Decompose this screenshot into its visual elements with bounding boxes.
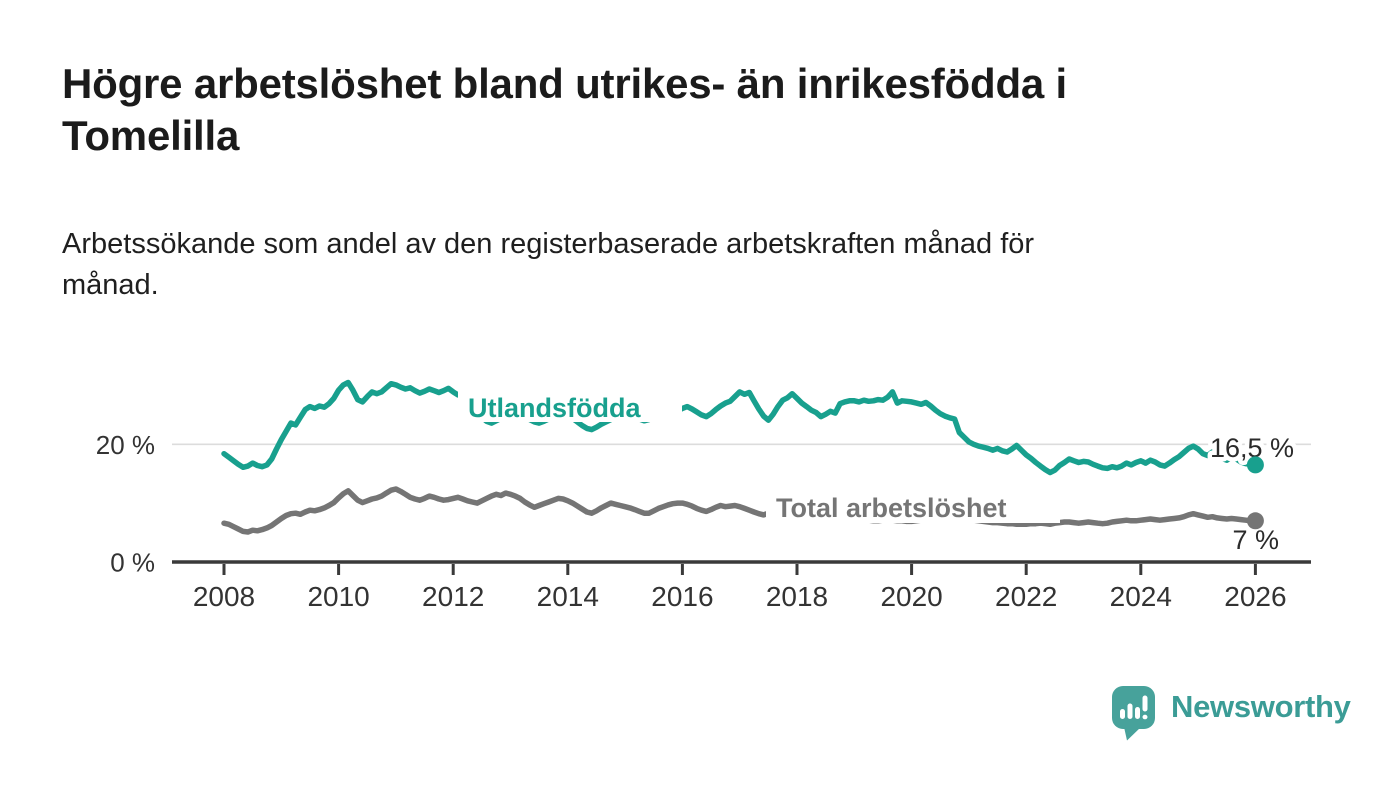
chart-subtitle-line-1: Arbetssökande som andel av den registerb… (62, 228, 1035, 260)
series-label-utlandsfodda: Utlandsfödda (468, 393, 641, 423)
series-end-label-utlandsfodda: 16,5 % (1210, 433, 1294, 463)
series-end-dot-total (1246, 512, 1264, 530)
x-axis-tick-label-2022: 2022 (995, 581, 1057, 612)
series-label-total: Total arbetslöshet (776, 493, 1007, 523)
x-axis-tick-label-2018: 2018 (766, 581, 828, 612)
x-axis-tick-label-2014: 2014 (537, 581, 599, 612)
newsworthy-logo-icon (1112, 685, 1155, 740)
series-end-dot-utlandsfodda (1246, 456, 1264, 474)
x-axis-tick-label-2010: 2010 (307, 581, 369, 612)
chart-subtitle: Arbetssökande som andel av den registerb… (62, 224, 1282, 306)
newsworthy-logo: Newsworthy (1110, 684, 1351, 740)
x-axis-tick-label-2020: 2020 (880, 581, 942, 612)
newsworthy-logo-text: Newsworthy (1171, 689, 1351, 724)
series-label-plate-utlandsfodda (458, 388, 682, 422)
x-axis-tick-label-2024: 2024 (1110, 581, 1172, 612)
series-label-plate-total (766, 489, 1060, 523)
page-title-line-1: Högre arbetslöshet bland utrikes- än inr… (62, 60, 1068, 107)
y-axis-tick-label-0: 0 % (110, 548, 155, 578)
x-axis-tick-label-2026: 2026 (1224, 581, 1286, 612)
series-line-utlandsfodda (221, 379, 1259, 476)
x-axis-tick-label-2016: 2016 (651, 581, 713, 612)
series-end-label-total: 7 % (1232, 525, 1279, 555)
chart-subtitle-line-2: månad. (62, 269, 159, 301)
x-axis-tick-label-2008: 2008 (193, 581, 255, 612)
page-title-line-2: Tomelilla (62, 112, 240, 159)
x-axis-tick-label-2012: 2012 (422, 581, 484, 612)
series-line-total (221, 486, 1259, 535)
page-title: Högre arbetslöshet bland utrikes- än inr… (62, 58, 1342, 162)
y-axis-tick-label-20: 20 % (96, 430, 155, 460)
